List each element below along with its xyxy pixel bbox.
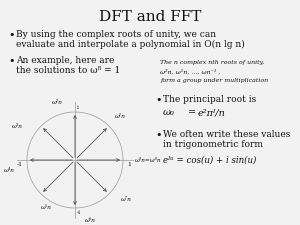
Text: eᴵᵘ = cos(u) + i sin(u): eᴵᵘ = cos(u) + i sin(u) bbox=[163, 156, 256, 165]
Text: evaluate and interpolate a polynomial in O(n lg n): evaluate and interpolate a polynomial in… bbox=[16, 40, 245, 49]
Text: ω²n, ω¹n, …, ωn⁻¹ ,: ω²n, ω¹n, …, ωn⁻¹ , bbox=[160, 69, 220, 74]
Text: •: • bbox=[8, 56, 14, 66]
Text: i: i bbox=[77, 105, 79, 110]
Text: -1: -1 bbox=[17, 162, 23, 167]
Text: the solutions to ω⁸ = 1: the solutions to ω⁸ = 1 bbox=[16, 66, 120, 75]
Text: We often write these values: We often write these values bbox=[163, 130, 290, 139]
Text: ω²n: ω²n bbox=[52, 99, 63, 104]
Text: ω⁰n=ω⁸n: ω⁰n=ω⁸n bbox=[135, 158, 162, 162]
Text: form a group under multiplication: form a group under multiplication bbox=[160, 78, 268, 83]
Text: ω⁵n: ω⁵n bbox=[41, 205, 52, 210]
Text: ω⁴n: ω⁴n bbox=[4, 167, 15, 173]
Text: DFT and FFT: DFT and FFT bbox=[99, 10, 201, 24]
Text: ω¹n: ω¹n bbox=[115, 114, 126, 119]
Text: An example, here are: An example, here are bbox=[16, 56, 114, 65]
Text: ω₀: ω₀ bbox=[163, 108, 175, 117]
Text: e²πᴵ/n: e²πᴵ/n bbox=[198, 108, 226, 117]
Text: =: = bbox=[188, 108, 196, 117]
Text: 1: 1 bbox=[127, 162, 131, 167]
Text: ω⁶n: ω⁶n bbox=[85, 218, 96, 223]
Text: •: • bbox=[8, 30, 14, 40]
Text: •: • bbox=[155, 95, 161, 105]
Text: •: • bbox=[155, 130, 161, 140]
Text: in trigonometric form: in trigonometric form bbox=[163, 140, 263, 149]
Text: ω⁷n: ω⁷n bbox=[121, 198, 132, 203]
Text: -i: -i bbox=[77, 210, 81, 215]
Text: The n complex nth roots of unity,: The n complex nth roots of unity, bbox=[160, 60, 264, 65]
Text: By using the complex roots of unity, we can: By using the complex roots of unity, we … bbox=[16, 30, 216, 39]
Text: ω³n: ω³n bbox=[12, 124, 23, 128]
Text: The principal root is: The principal root is bbox=[163, 95, 256, 104]
